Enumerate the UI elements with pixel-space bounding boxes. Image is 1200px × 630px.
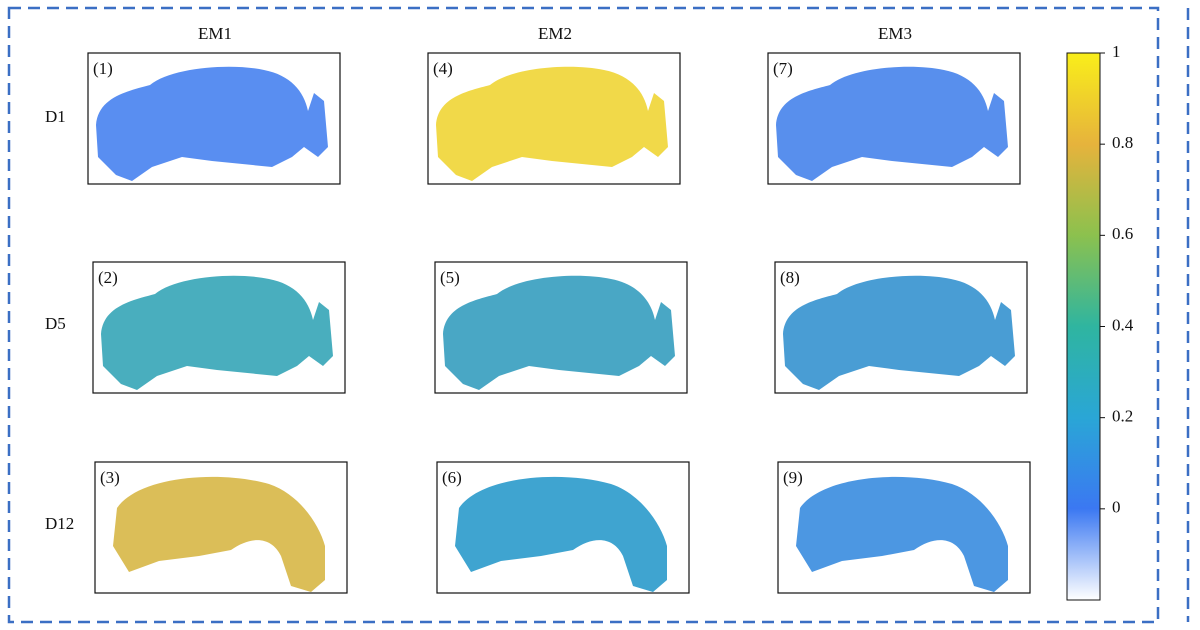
point-cloud: [436, 66, 668, 181]
panel-label: (3): [100, 468, 120, 487]
colorbar: [1066, 52, 1101, 601]
point-cloud: [455, 476, 667, 592]
row-label: D1: [45, 107, 66, 126]
panel-label: (1): [93, 59, 113, 78]
panel-label: (4): [433, 59, 453, 78]
point-cloud: [101, 275, 333, 390]
point-cloud: [443, 275, 675, 390]
colorbar-tick-label: 0.8: [1112, 133, 1133, 152]
colorbar-tick-label: 1: [1112, 42, 1121, 61]
row-label: D12: [45, 514, 74, 533]
column-label: EM3: [878, 24, 912, 43]
point-cloud: [796, 476, 1008, 592]
colorbar-tick-label: 0.2: [1112, 407, 1133, 426]
point-cloud: [96, 66, 328, 181]
column-label: EM2: [538, 24, 572, 43]
panel-label: (2): [98, 268, 118, 287]
point-cloud: [783, 275, 1015, 390]
colorbar-tick-label: 0.4: [1112, 315, 1134, 334]
point-cloud: [113, 476, 325, 592]
panel-label: (9): [783, 468, 803, 487]
colorbar-tick-label: 0: [1112, 498, 1121, 517]
column-label: EM1: [198, 24, 232, 43]
panel-label: (8): [780, 268, 800, 287]
panel-label: (7): [773, 59, 793, 78]
panel-label: (5): [440, 268, 460, 287]
group-border: [7, 6, 1160, 624]
point-cloud: [776, 66, 1008, 181]
panel-label: (6): [442, 468, 462, 487]
row-label: D5: [45, 314, 66, 333]
colorbar-tick-label: 0.6: [1112, 224, 1133, 243]
